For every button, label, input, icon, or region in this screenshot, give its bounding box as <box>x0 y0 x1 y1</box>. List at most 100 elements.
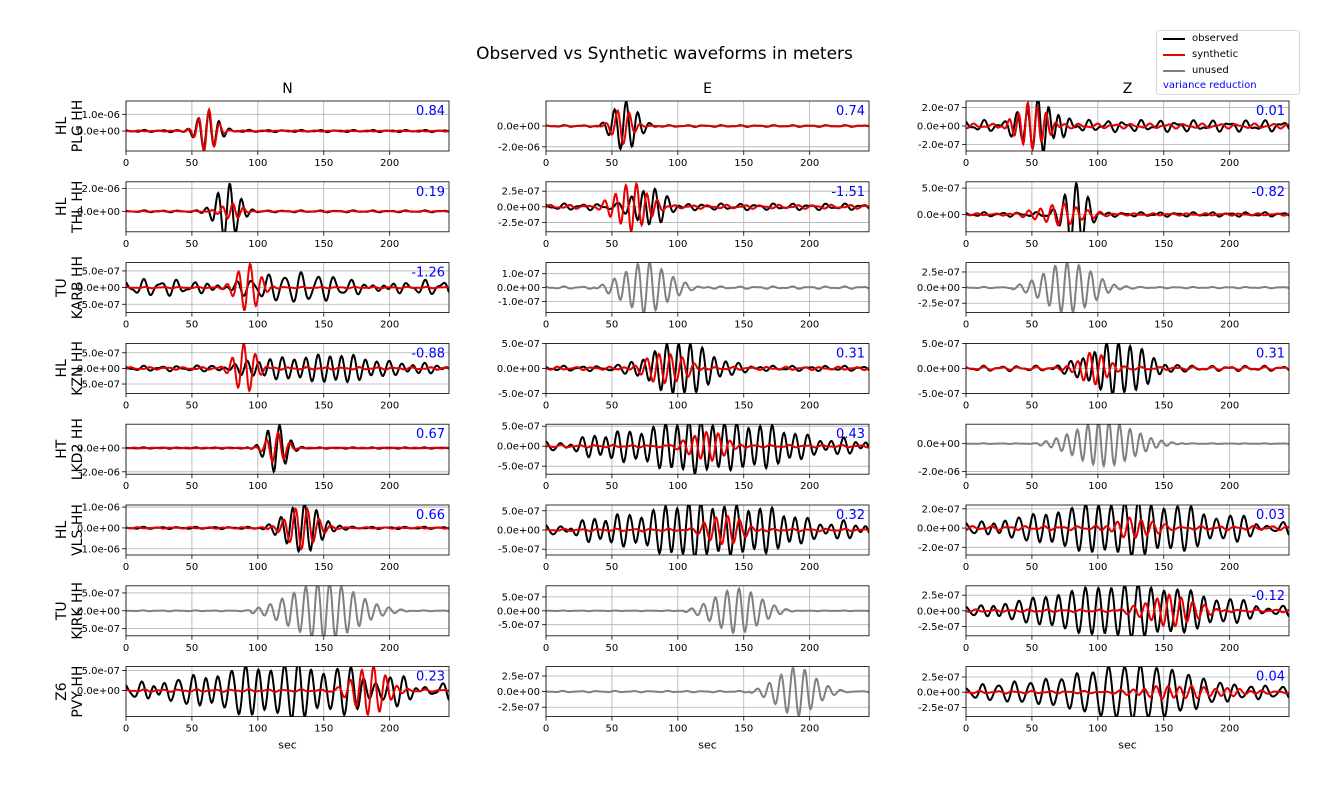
x-tick-label: 200 <box>380 158 399 169</box>
y-tick-label: -2.5e-07 <box>918 703 960 714</box>
x-tick-label: 200 <box>800 158 819 169</box>
x-tick-label: 150 <box>734 481 753 492</box>
synthetic-trace <box>546 109 869 146</box>
y-tick-label: -1.0e-07 <box>498 297 540 308</box>
x-tick-label: 100 <box>248 320 267 331</box>
station-network-label: HL <box>54 359 70 378</box>
panel-frame <box>545 100 870 152</box>
variance-reduction-label: 0.31 <box>836 346 865 361</box>
x-tick-label: 50 <box>186 562 199 573</box>
y-tick-label: 2.5e-07 <box>922 267 960 278</box>
x-tick-label: 50 <box>606 400 619 411</box>
x-tick-label: 50 <box>1026 320 1039 331</box>
x-tick-label: 150 <box>314 320 333 331</box>
x-tick-label: 150 <box>734 239 753 250</box>
unused-trace <box>546 262 869 313</box>
x-axis-label-n: sec <box>278 739 297 752</box>
station-name-label: PVY HH <box>70 666 86 718</box>
y-tick-label: 5.0e-07 <box>922 184 960 195</box>
observed-trace <box>546 424 869 475</box>
y-tick-label: -5.0e-07 <box>78 300 120 311</box>
variance-reduction-label: 0.32 <box>836 508 865 523</box>
y-tick-label: 0.0e+00 <box>77 364 120 375</box>
y-tick-label: 2.0e-07 <box>922 103 960 114</box>
x-tick-label: 0 <box>543 724 549 735</box>
panel-frame <box>545 262 870 314</box>
observed-trace <box>126 666 449 717</box>
x-tick-label: 100 <box>1088 158 1107 169</box>
variance-reduction-label: 0.66 <box>416 508 445 523</box>
x-tick-label: 200 <box>380 643 399 654</box>
x-tick-label: 100 <box>668 320 687 331</box>
y-tick-label: -5.0e-07 <box>498 620 540 631</box>
station-name-label: LKD2 HH <box>70 418 86 480</box>
x-tick-label: 100 <box>248 643 267 654</box>
x-tick-label: 150 <box>734 643 753 654</box>
synthetic-trace <box>126 201 449 220</box>
x-tick-label: 150 <box>1154 643 1173 654</box>
x-tick-label: 0 <box>543 320 549 331</box>
x-tick-label: 0 <box>543 643 549 654</box>
panel-frame <box>125 100 450 152</box>
x-tick-label: 50 <box>186 400 199 411</box>
y-tick-label: 0.0e+00 <box>77 606 120 617</box>
observed-trace <box>546 505 869 555</box>
x-tick-label: 100 <box>1088 724 1107 735</box>
y-tick-label: 5.0e-07 <box>82 588 120 599</box>
synthetic-trace <box>126 431 449 464</box>
x-tick-label: 200 <box>1220 724 1239 735</box>
x-tick-label: 200 <box>380 481 399 492</box>
y-tick-label: 0.0e+00 <box>497 442 540 453</box>
x-tick-label: 200 <box>380 320 399 331</box>
y-tick-label: 0.0e+00 <box>497 687 540 698</box>
x-tick-label: 0 <box>963 158 969 169</box>
x-tick-label: 50 <box>186 481 199 492</box>
variance-reduction-label: 0.23 <box>416 670 445 685</box>
y-tick-label: 1.0e-07 <box>502 269 540 280</box>
station-network-label: TU <box>54 601 70 621</box>
panel-frame <box>125 666 450 717</box>
x-tick-label: 150 <box>314 643 333 654</box>
legend-label-variance-reduction: variance reduction <box>1163 80 1257 91</box>
x-tick-label: 200 <box>1220 562 1239 573</box>
y-tick-label: -5.0e-07 <box>498 389 540 400</box>
x-tick-label: 100 <box>248 562 267 573</box>
panel-frame <box>545 181 870 233</box>
y-tick-label: 5.0e-07 <box>82 266 120 277</box>
y-tick-label: 0.0e+00 <box>917 122 960 133</box>
variance-reduction-label: 0.04 <box>1256 670 1285 685</box>
x-tick-label: 50 <box>606 320 619 331</box>
x-tick-label: 150 <box>1154 724 1173 735</box>
legend-label-unused: unused <box>1192 65 1229 76</box>
x-tick-label: 50 <box>606 158 619 169</box>
x-tick-label: 200 <box>1220 320 1239 331</box>
unused-trace <box>966 424 1289 469</box>
x-tick-label: 100 <box>1088 239 1107 250</box>
x-tick-label: 200 <box>380 724 399 735</box>
synthetic-trace <box>546 514 869 546</box>
y-tick-label: 5.0e-07 <box>82 666 120 677</box>
x-tick-label: 0 <box>123 724 129 735</box>
observed-trace <box>966 181 1289 232</box>
x-tick-label: 50 <box>1026 562 1039 573</box>
y-tick-label: -2.5e-07 <box>918 622 960 633</box>
y-tick-label: 2.5e-07 <box>922 591 960 602</box>
unused-trace <box>546 586 869 635</box>
x-tick-label: 200 <box>800 724 819 735</box>
y-tick-label: 1.0e-06 <box>82 503 120 514</box>
x-tick-label: 0 <box>963 320 969 331</box>
y-tick-label: 2.5e-07 <box>502 671 540 682</box>
x-tick-label: 200 <box>1220 481 1239 492</box>
variance-reduction-label: 0.74 <box>836 104 865 119</box>
y-tick-label: -2.5e-07 <box>918 299 960 310</box>
y-tick-label: 2.5e-07 <box>502 187 540 198</box>
legend-line-unused <box>1163 70 1185 72</box>
y-tick-label: 0.0e+00 <box>77 686 120 697</box>
variance-reduction-label: 0.19 <box>416 185 445 200</box>
panel-frame <box>125 423 450 475</box>
x-tick-label: 100 <box>668 239 687 250</box>
observed-trace <box>966 585 1289 636</box>
station-name-label: KARB HH <box>70 256 86 319</box>
station-network-label: HL <box>54 117 70 136</box>
x-tick-label: 150 <box>314 481 333 492</box>
